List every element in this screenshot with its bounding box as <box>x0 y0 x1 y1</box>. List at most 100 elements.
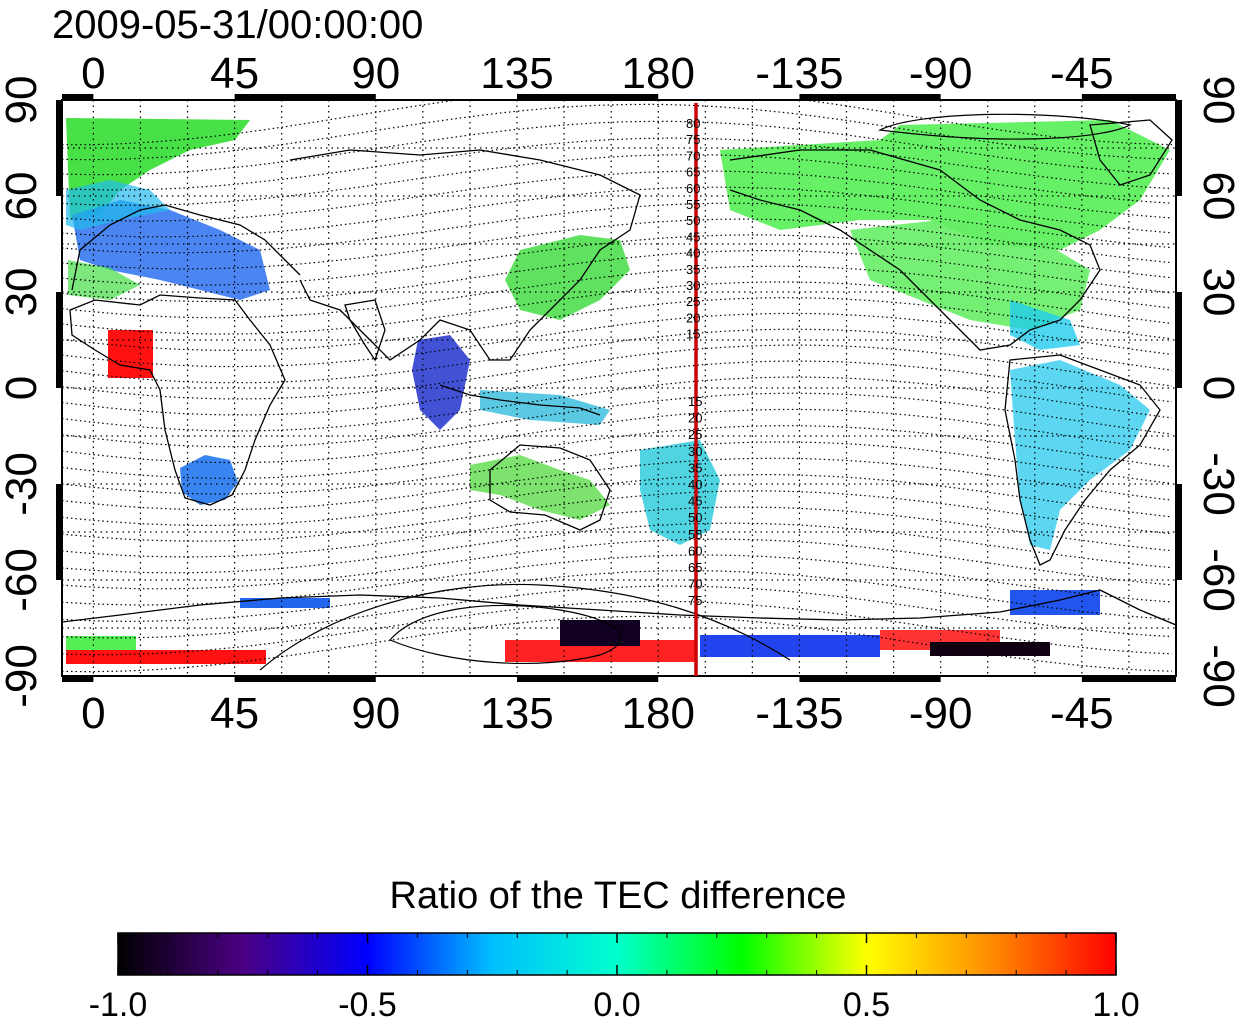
magnetic-contour <box>62 392 1173 448</box>
tick-bar-bottom <box>62 676 94 682</box>
lat-ticks-left: 90 60 30 0 -30 -60 -90 <box>0 76 46 708</box>
tec-patch-europe <box>72 200 270 300</box>
tick-bar-right <box>1176 100 1182 196</box>
lat-ticks-right: 90 60 30 0 -30 -60 -90 <box>1194 76 1240 708</box>
lat-tick-label: 0 <box>0 376 46 400</box>
tec-patch-antarctic-7 <box>930 642 1050 656</box>
tec-patch-antarctic-3 <box>505 640 695 662</box>
colorbar-tick-label: 0.5 <box>843 986 890 1024</box>
magnetic-contour <box>62 522 1173 574</box>
lon-tick-label: 45 <box>210 689 259 738</box>
lon-ticks-bottom: 0 45 90 135 180 -135 -90 -45 <box>81 689 1114 738</box>
magnetic-contour <box>62 376 1173 432</box>
magnetic-contour <box>62 600 1173 656</box>
lat-tick-label: -90 <box>1194 644 1240 708</box>
magnetic-contour <box>62 186 1173 238</box>
magnetic-contour <box>62 265 1173 319</box>
magnetic-contour <box>62 281 1173 335</box>
tick-bar-left <box>56 292 62 388</box>
colorbar-title: Ratio of the TEC difference <box>390 875 847 917</box>
coastlines <box>62 119 1176 626</box>
lat-tick-label: -90 <box>0 644 46 708</box>
graticule <box>62 100 1176 676</box>
lon-tick-label: 180 <box>622 49 695 98</box>
contour-label: 35 <box>686 262 700 277</box>
contour-label: 65 <box>686 165 700 180</box>
lon-tick-label: -135 <box>755 689 843 738</box>
magnetic-contour <box>62 425 1173 479</box>
contour-label: 55 <box>688 527 702 542</box>
tec-patch-se-asia <box>412 335 470 430</box>
magnetic-contour <box>62 490 1173 542</box>
magnetic-contour <box>62 170 1173 222</box>
coast-greenland <box>1089 119 1173 186</box>
tec-patch-north-america <box>850 220 1090 330</box>
figure-title: 2009-05-31/00:00:00 <box>52 3 423 47</box>
lon-tick-label: 90 <box>351 689 400 738</box>
lon-tick-label: 135 <box>480 49 553 98</box>
contour-label: 70 <box>686 148 700 163</box>
colorbar-tick-label: 1.0 <box>1092 986 1139 1024</box>
lat-tick-label: 0 <box>1194 376 1240 400</box>
magnetic-contour <box>62 344 1173 400</box>
lat-tick-label: -30 <box>0 452 46 516</box>
tick-bar-top <box>799 94 941 100</box>
frame-tick-bars <box>56 94 1182 682</box>
lon-tick-label: 0 <box>81 689 105 738</box>
coast-australia <box>489 444 611 531</box>
tec-patch-east-asia <box>505 235 630 320</box>
colorbar-tick-label: 0.0 <box>593 986 640 1024</box>
magnetic-contour <box>62 154 1173 206</box>
contour-label: 45 <box>688 494 702 509</box>
contour-label: 20 <box>686 310 700 325</box>
tec-patch-antarctic-8 <box>240 598 330 608</box>
magnetic-contours <box>62 100 1173 673</box>
tec-patch-antarctic-5 <box>700 635 880 657</box>
contour-label: 40 <box>688 477 702 492</box>
contour-label: 50 <box>686 213 700 228</box>
tec-data-layer <box>66 118 1170 664</box>
tec-patch-europe-cyan <box>66 180 170 230</box>
contour-label: 70 <box>688 577 702 592</box>
magnetic-contour <box>62 328 1173 384</box>
tec-patch-antarctic-4 <box>560 620 640 646</box>
coast-south-america <box>1004 354 1161 566</box>
magnetic-contour <box>62 103 1173 161</box>
coast-asia <box>289 149 641 361</box>
colorbar-tick-label: -0.5 <box>338 986 397 1024</box>
tec-patch-south-america <box>1010 360 1150 550</box>
magnetic-contour <box>62 506 1173 558</box>
tick-bar-bottom <box>1081 676 1176 682</box>
magnetic-contour <box>62 234 1173 286</box>
pole-contour-south-2 <box>389 604 622 664</box>
magnetic-contour <box>62 474 1173 526</box>
contour-label: 55 <box>686 197 700 212</box>
magnetic-contour <box>62 360 1173 416</box>
tec-patch-north-america-north <box>720 120 1170 250</box>
contour-label: 75 <box>688 593 702 608</box>
tec-patch-antarctic-1 <box>66 650 266 664</box>
tick-bar-top <box>234 94 376 100</box>
tec-patch-antarctic-2 <box>66 636 136 650</box>
magnetic-contour <box>62 538 1173 590</box>
magnetic-contour <box>62 100 1173 146</box>
tick-bar-top <box>517 94 659 100</box>
pole-contour-south-1 <box>259 583 791 671</box>
pole-contours <box>259 113 1132 671</box>
lat-tick-label: 60 <box>1194 172 1240 221</box>
tick-bar-right <box>1176 292 1182 388</box>
contour-label: 30 <box>686 278 700 293</box>
contour-label: 65 <box>688 560 702 575</box>
contour-label: 60 <box>688 543 702 558</box>
lon-tick-label: -45 <box>1050 49 1114 98</box>
magnetic-contour <box>62 585 1173 639</box>
contour-label: 35 <box>688 460 702 475</box>
magnetic-contour <box>62 570 1173 622</box>
contour-label: 40 <box>686 246 700 261</box>
lat-tick-label: -30 <box>1194 452 1240 516</box>
magnetic-contour <box>62 441 1173 495</box>
tick-bar-bottom <box>234 676 376 682</box>
pole-contour-north <box>877 113 1132 140</box>
colorbar-tick-label: -1.0 <box>89 986 148 1024</box>
